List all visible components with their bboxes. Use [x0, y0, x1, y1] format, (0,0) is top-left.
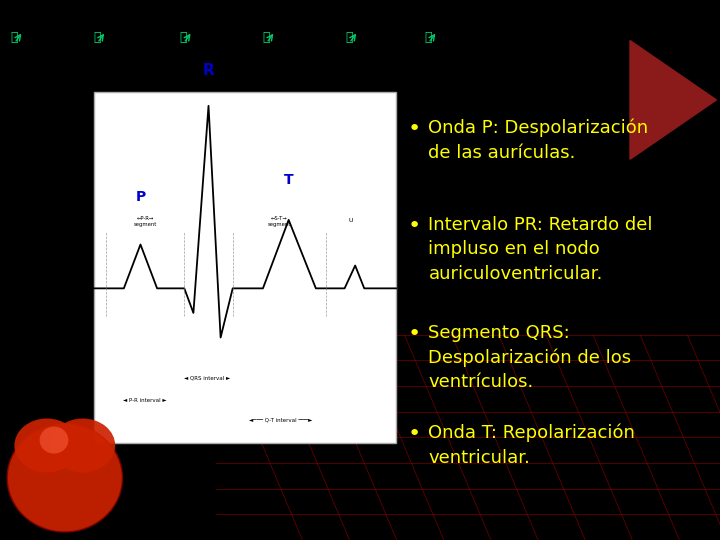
Text: ⛹: ⛹ [425, 31, 432, 44]
Text: U: U [348, 218, 353, 222]
Text: ⛹: ⛹ [180, 31, 187, 44]
Text: Segmento QRS:
Despolarización de los
ventrículos.: Segmento QRS: Despolarización de los ven… [428, 324, 631, 392]
Text: ⛹: ⛹ [94, 31, 101, 44]
Text: ◄─── Q-T interval ───►: ◄─── Q-T interval ───► [249, 418, 312, 423]
Text: •: • [408, 216, 421, 236]
Text: ◄ P-R interval ►: ◄ P-R interval ► [123, 399, 167, 403]
Text: ◄ QRS interval ►: ◄ QRS interval ► [184, 376, 230, 381]
FancyBboxPatch shape [94, 92, 396, 443]
Ellipse shape [50, 418, 115, 472]
Text: ←P-R→
segment: ←P-R→ segment [133, 216, 157, 227]
Text: Onda P: Despolarización
de las aurículas.: Onda P: Despolarización de las aurículas… [428, 119, 649, 161]
Text: ←S-T→
segment: ←S-T→ segment [268, 216, 292, 227]
Text: P: P [135, 190, 145, 204]
Ellipse shape [40, 427, 68, 454]
Text: •: • [408, 324, 421, 344]
Text: T: T [284, 173, 294, 186]
Text: ⛹: ⛹ [346, 31, 353, 44]
Text: ⛹: ⛹ [263, 31, 270, 44]
Text: ⛹: ⛹ [11, 31, 18, 44]
Ellipse shape [7, 424, 122, 532]
Ellipse shape [14, 418, 79, 472]
Text: •: • [408, 424, 421, 444]
Text: Intervalo PR: Retardo del
impluso en el nodo
auriculoventricular.: Intervalo PR: Retardo del impluso en el … [428, 216, 653, 282]
Text: Onda T: Repolarización
ventricular.: Onda T: Repolarización ventricular. [428, 424, 635, 467]
Text: R: R [202, 63, 215, 78]
Polygon shape [630, 40, 716, 159]
Text: •: • [408, 119, 421, 139]
